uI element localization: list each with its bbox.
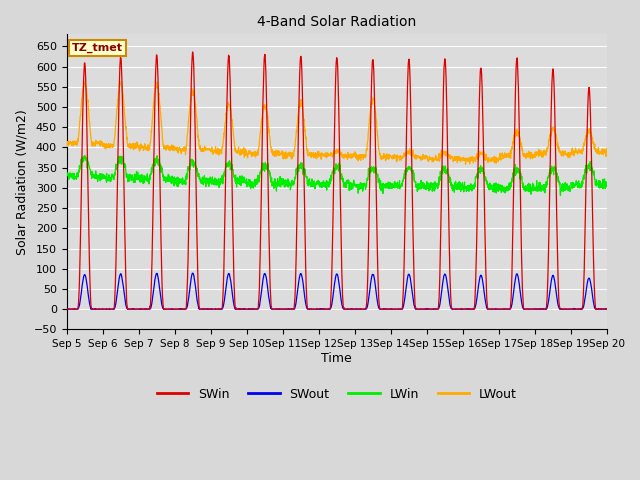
Y-axis label: Solar Radiation (W/m2): Solar Radiation (W/m2) — [15, 109, 28, 255]
Text: TZ_tmet: TZ_tmet — [72, 43, 123, 53]
X-axis label: Time: Time — [321, 352, 352, 365]
Legend: SWin, SWout, LWin, LWout: SWin, SWout, LWin, LWout — [152, 383, 522, 406]
Title: 4-Band Solar Radiation: 4-Band Solar Radiation — [257, 15, 417, 29]
